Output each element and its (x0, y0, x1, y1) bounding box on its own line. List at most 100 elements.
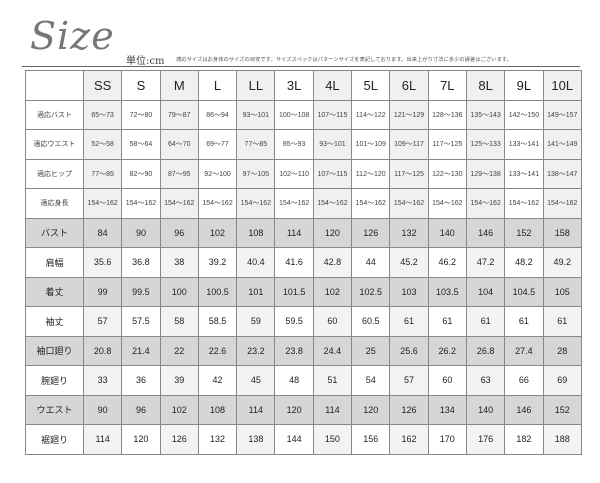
measure-row: 肩幅 35.6 36.8 38 39.2 40.4 41.6 42.8 44 45.2 46.2 47… (25, 247, 583, 278)
row-label: ウエスト (25, 394, 84, 425)
table-cell: 96 (159, 217, 199, 248)
row-label: 適応ウエスト (25, 129, 84, 160)
table-cell: 156 (351, 424, 391, 455)
table-cell: 132 (389, 217, 429, 248)
table-cell: 108 (236, 217, 276, 248)
table-cell: 154〜162 (312, 188, 353, 219)
measure-row: 着丈 99 99.5 100 100.5 101 101.5 102 102.5 103 103.5… (25, 276, 583, 307)
size-header: 6L (389, 70, 429, 101)
row-label: 裾廻り (25, 424, 84, 455)
table-cell: 38 (159, 247, 199, 278)
fit-row: 適応ヒップ 77〜85 82〜90 87〜95 92〜100 97〜105 102〜110 1… (25, 158, 583, 189)
table-cell: 45.2 (389, 247, 429, 278)
table-cell: 22 (159, 335, 199, 366)
table-cell: 77〜85 (82, 158, 123, 189)
table-cell: 60 (427, 365, 467, 396)
table-cell: 82〜90 (121, 158, 161, 189)
table-cell: 154〜162 (465, 188, 506, 219)
table-cell: 23.2 (236, 335, 276, 366)
table-cell: 20.8 (82, 335, 123, 366)
table-cell: 107〜115 (312, 99, 353, 130)
table-cell: 134 (427, 394, 467, 425)
table-cell: 120 (312, 217, 353, 248)
table-cell: 84 (82, 217, 123, 248)
table-cell: 87〜95 (159, 158, 199, 189)
size-header: 9L (504, 70, 544, 101)
table-cell: 101〜109 (351, 129, 391, 160)
table-cell: 114 (82, 424, 123, 455)
table-cell: 103.5 (427, 276, 467, 307)
size-header: LL (236, 70, 276, 101)
table-cell: 162 (389, 424, 429, 455)
size-header: 4L (312, 70, 353, 101)
measure-row: 裾廻り 114 120 126 132 138 144 150 156 162 170 176 182 1… (25, 424, 583, 455)
table-cell: 154〜162 (351, 188, 391, 219)
size-note: 適応サイズはお身体のサイズの目安です。サイズスペックはパターンサイズを表記してお… (176, 57, 512, 63)
fit-row: 適応バスト 65〜73 72〜80 79〜87 86〜94 93〜101 100〜108 10… (25, 99, 583, 130)
table-cell: 114 (274, 217, 314, 248)
table-cell: 103 (389, 276, 429, 307)
table-cell: 120 (121, 424, 161, 455)
table-cell: 117〜125 (427, 129, 467, 160)
row-label: 着丈 (25, 276, 84, 307)
table-cell: 39.2 (197, 247, 238, 278)
table-cell: 129〜138 (465, 158, 506, 189)
table-cell: 48 (274, 365, 314, 396)
table-cell: 104 (465, 276, 506, 307)
measure-row: 袖口廻り 20.8 21.4 22 22.6 23.2 23.8 24.4 25 25.6 26.2… (25, 335, 583, 366)
size-header: SS (82, 70, 123, 101)
size-header: S (121, 70, 161, 101)
table-cell: 101.5 (274, 276, 314, 307)
table-cell: 92〜100 (197, 158, 238, 189)
table-cell: 102.5 (351, 276, 391, 307)
table-cell: 154〜162 (274, 188, 314, 219)
table-cell: 152 (504, 217, 544, 248)
table-cell: 35.6 (82, 247, 123, 278)
table-cell: 61 (465, 306, 506, 337)
table-cell: 46.2 (427, 247, 467, 278)
table-cell: 21.4 (121, 335, 161, 366)
size-table: SS S M L LL 3L 4L 5L 6L 7L 8L 9L 10L 適応バスト 65〜73 72〜80 7… (25, 70, 583, 455)
table-cell: 122〜130 (427, 158, 467, 189)
table-cell: 104.5 (504, 276, 544, 307)
table-cell: 100.5 (197, 276, 238, 307)
table-cell: 61 (542, 306, 583, 337)
table-cell: 132 (197, 424, 238, 455)
table-cell: 154〜162 (504, 188, 544, 219)
table-cell: 25 (351, 335, 391, 366)
table-cell: 126 (159, 424, 199, 455)
table-cell: 152 (542, 394, 583, 425)
table-cell: 49.2 (542, 247, 583, 278)
fit-row: 適応ウエスト 52〜58 58〜64 64〜70 69〜77 77〜85 85〜93 93〜1… (25, 129, 583, 160)
table-cell: 146 (465, 217, 506, 248)
table-cell: 58.5 (197, 306, 238, 337)
table-cell: 64〜70 (159, 129, 199, 160)
table-cell: 133〜141 (504, 158, 544, 189)
table-cell: 99.5 (121, 276, 161, 307)
table-cell: 158 (542, 217, 583, 248)
table-cell: 60.5 (351, 306, 391, 337)
table-cell: 25.6 (389, 335, 429, 366)
table-cell: 90 (121, 217, 161, 248)
table-cell: 69〜77 (197, 129, 238, 160)
table-cell: 42.8 (312, 247, 353, 278)
table-cell: 39 (159, 365, 199, 396)
table-cell: 96 (121, 394, 161, 425)
table-cell: 146 (504, 394, 544, 425)
table-cell: 101 (236, 276, 276, 307)
corner-cell (25, 70, 84, 101)
table-cell: 59.5 (274, 306, 314, 337)
row-label: 袖丈 (25, 306, 84, 337)
table-cell: 154〜162 (121, 188, 161, 219)
table-cell: 133〜141 (504, 129, 544, 160)
table-cell: 140 (427, 217, 467, 248)
size-header: 5L (351, 70, 391, 101)
size-header: 3L (274, 70, 314, 101)
row-label: 適応身長 (25, 188, 84, 219)
table-cell: 58 (159, 306, 199, 337)
table-cell: 85〜93 (274, 129, 314, 160)
table-cell: 79〜87 (159, 99, 199, 130)
table-cell: 108 (197, 394, 238, 425)
table-cell: 42 (197, 365, 238, 396)
table-cell: 72〜80 (121, 99, 161, 130)
